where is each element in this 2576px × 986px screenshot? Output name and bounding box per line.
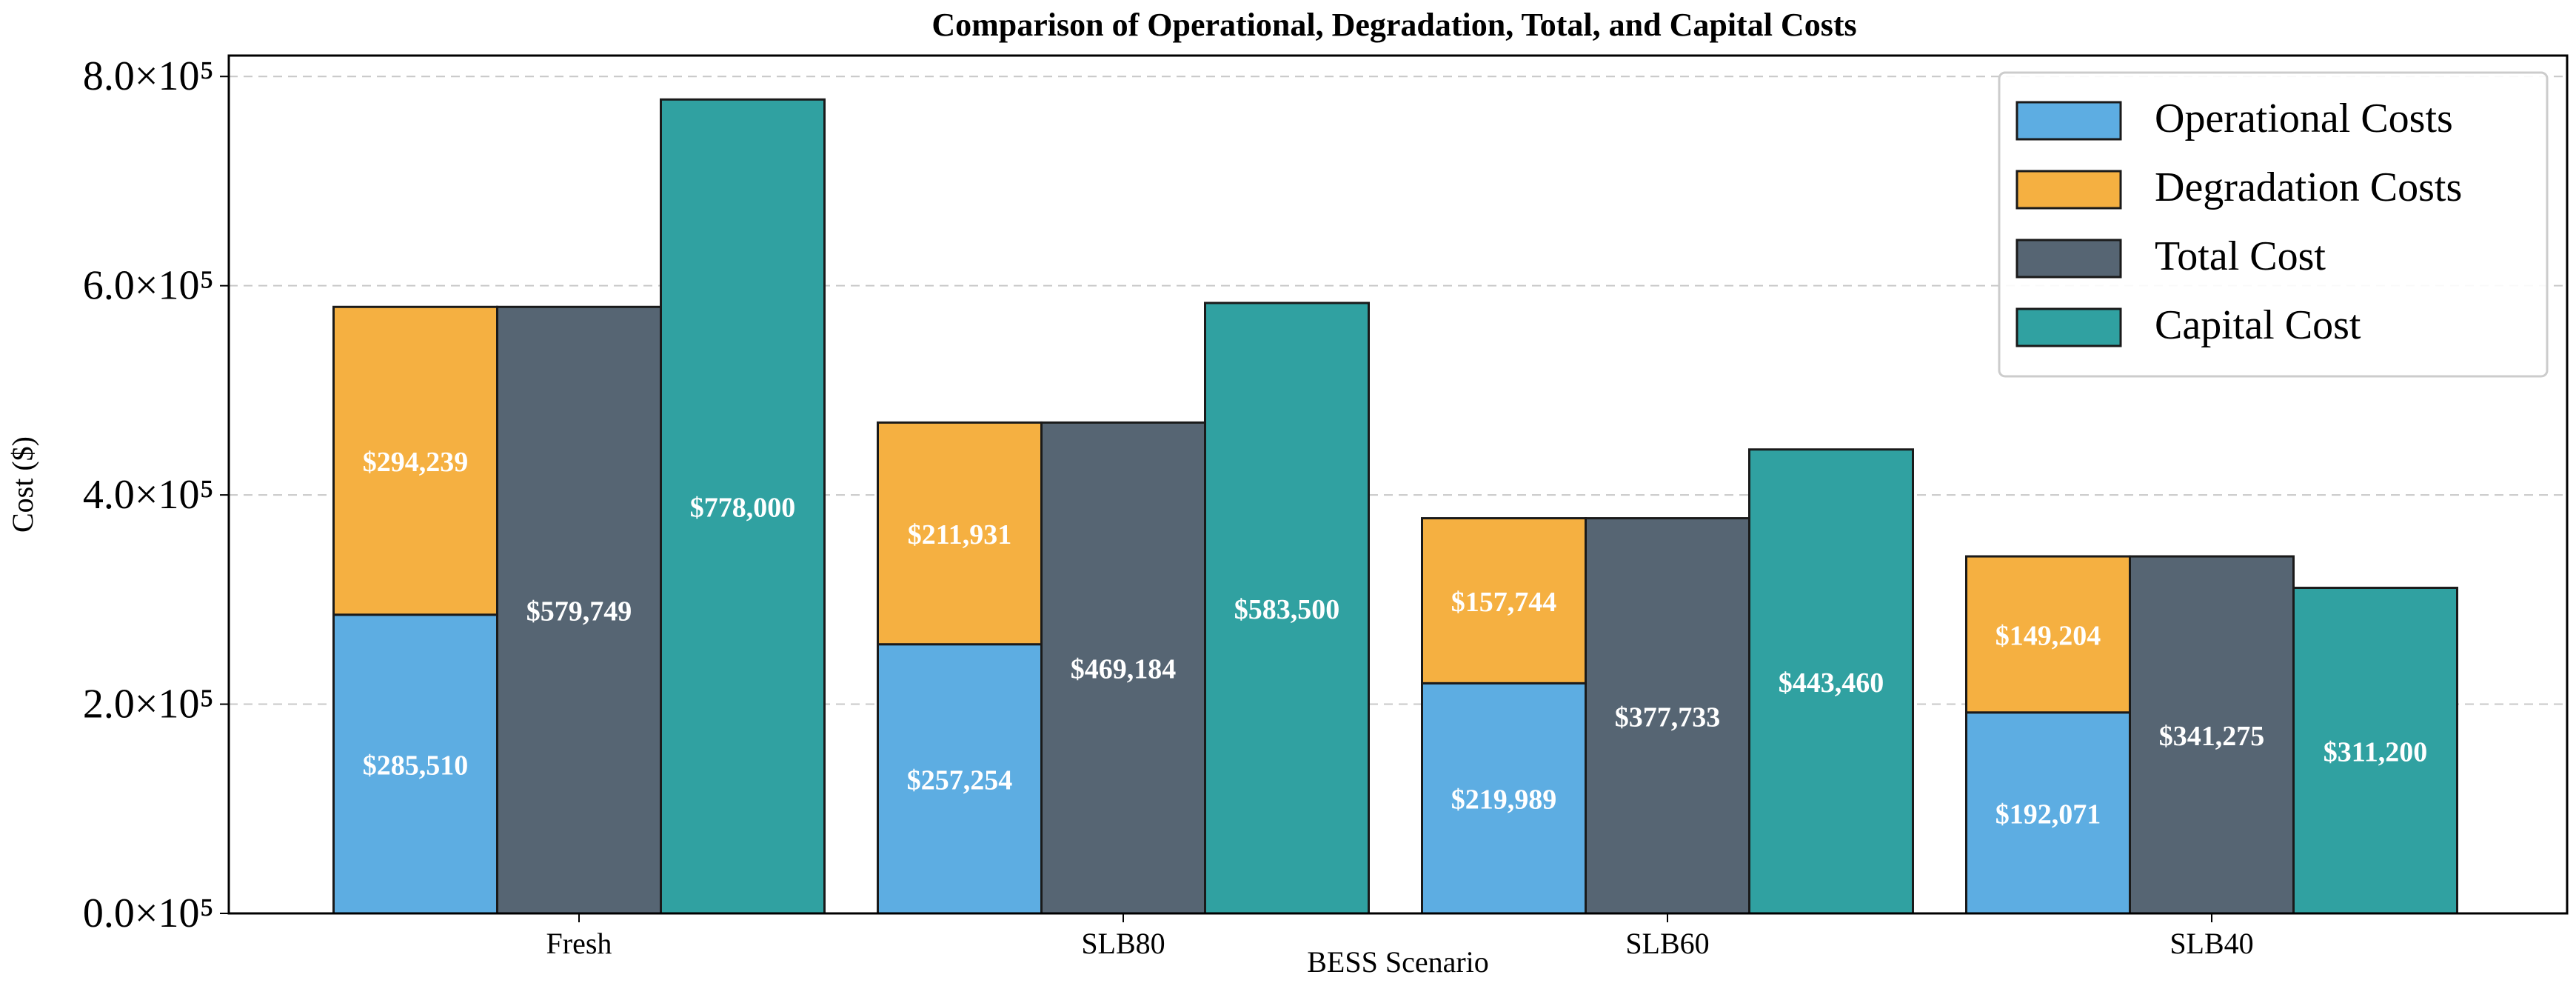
y-tick-label: 0.0×10⁵: [83, 890, 214, 936]
legend-label-capital-cost: Capital Cost: [2155, 302, 2361, 348]
data-label: $157,744: [1451, 587, 1557, 618]
x-tick-label: SLB80: [1081, 927, 1165, 960]
data-label: $294,239: [363, 447, 469, 478]
bar-total-cost-slb60: [1585, 517, 1750, 915]
bars-group: [332, 98, 2458, 915]
data-label: $149,204: [1995, 620, 2101, 651]
bar-total-cost-fresh: [496, 305, 662, 915]
data-label: $377,733: [1615, 702, 1721, 733]
legend-swatch-total-cost: [2015, 239, 2122, 279]
bar-degradation-costs-slb40: [1965, 555, 2131, 714]
data-label: $211,931: [908, 519, 1011, 550]
data-label: $257,254: [907, 765, 1013, 796]
legend-swatch-degradation-costs: [2015, 170, 2122, 210]
bar-degradation-costs-slb80: [877, 421, 1043, 646]
bar-capital-cost-slb60: [1748, 448, 1914, 915]
plot-frame: [227, 54, 2569, 915]
data-labels-group: $285,510 $294,239 $579,749 $778,000 $257,254…: [363, 447, 2427, 830]
bar-degradation-costs-fresh: [332, 305, 498, 616]
data-label: $469,184: [1071, 654, 1177, 685]
x-axis-label: BESS Scenario: [1307, 945, 1489, 979]
legend-label-operational-costs: Operational Costs: [2155, 96, 2453, 141]
legend: Operational Costs Degradation Costs Total …: [1998, 71, 2549, 378]
data-label: $219,989: [1451, 785, 1557, 816]
data-label: $443,460: [1779, 667, 1884, 699]
bar-operational-costs-fresh: [332, 613, 498, 915]
y-tick-label: 2.0×10⁵: [83, 682, 214, 727]
data-label: $778,000: [690, 493, 796, 524]
chart-title: Comparison of Operational, Degradation, …: [931, 7, 1856, 43]
legend-swatch-operational-costs: [2015, 101, 2122, 141]
legend-box: [1998, 71, 2549, 378]
x-tick-label: Fresh: [546, 927, 612, 960]
y-axis-label: Cost ($): [6, 436, 39, 533]
y-tick-label: 6.0×10⁵: [83, 263, 214, 309]
bar-operational-costs-slb80: [877, 643, 1043, 915]
bar-capital-cost-fresh: [660, 98, 826, 915]
bar-degradation-costs-slb60: [1421, 517, 1587, 684]
y-axis: 0.0×10⁵ 2.0×10⁵ 4.0×10⁵ 6.0×10⁵ 8.0×10⁵: [83, 53, 229, 936]
data-label: $583,500: [1234, 594, 1340, 625]
data-label: $311,200: [2324, 736, 2427, 767]
data-label: $192,071: [1995, 799, 2101, 830]
bar-operational-costs-slb40: [1965, 711, 2131, 915]
legend-label-degradation-costs: Degradation Costs: [2155, 164, 2462, 210]
bar-total-cost-slb80: [1040, 421, 1206, 915]
y-tick-label: 8.0×10⁵: [83, 53, 214, 99]
data-label: $579,749: [526, 596, 632, 627]
x-axis: Fresh SLB80 SLB60 SLB40: [546, 913, 2254, 960]
bar-total-cost-slb40: [2129, 555, 2295, 915]
data-label: $285,510: [363, 750, 469, 781]
legend-label-total-cost: Total Cost: [2155, 233, 2326, 279]
legend-swatch-capital-cost: [2015, 307, 2122, 347]
bar-capital-cost-slb80: [1204, 302, 1370, 915]
data-label: $341,275: [2159, 721, 2265, 752]
x-tick-label: SLB40: [2169, 927, 2253, 960]
y-tick-label: 4.0×10⁵: [83, 472, 214, 518]
x-tick-label: SLB60: [1625, 927, 1709, 960]
bar-capital-cost-slb40: [2292, 587, 2458, 915]
